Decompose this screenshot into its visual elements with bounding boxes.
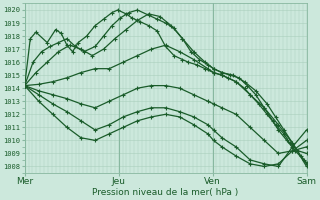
X-axis label: Pression niveau de la mer( hPa ): Pression niveau de la mer( hPa ): [92, 188, 239, 197]
